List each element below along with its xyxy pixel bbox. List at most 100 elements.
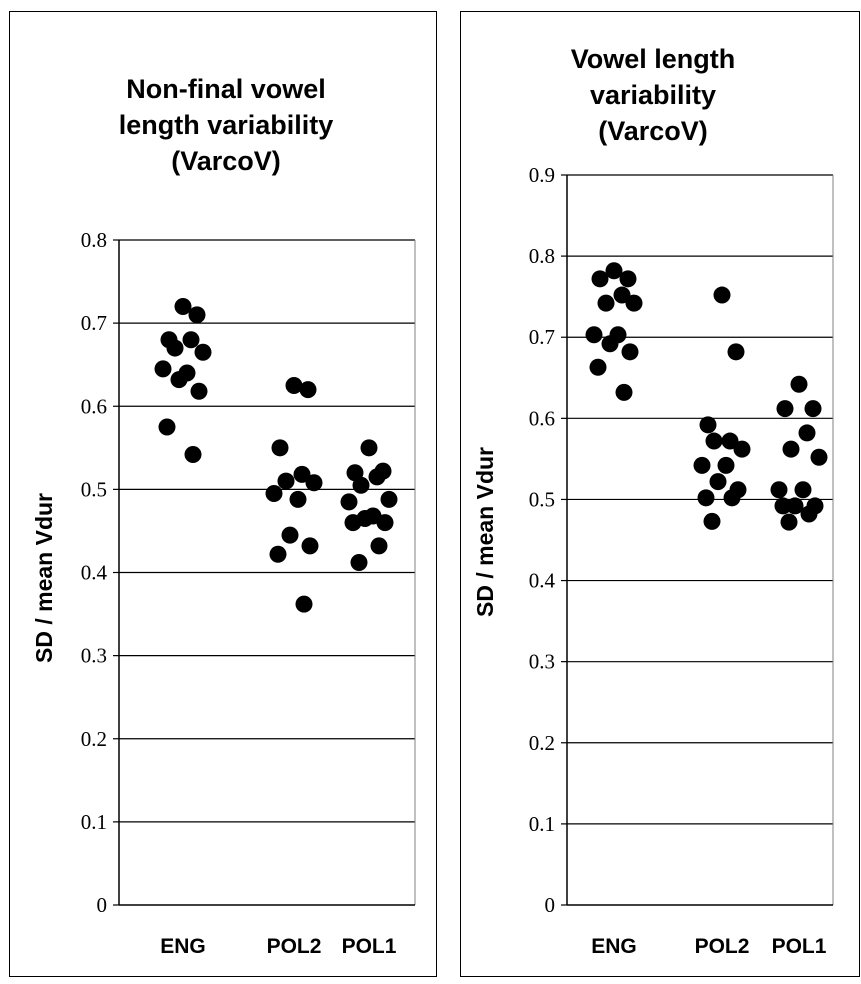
y-tick-label: 0.1 xyxy=(529,812,555,836)
category-label: ENG xyxy=(591,935,637,958)
chart-title-line: (VarcoV) xyxy=(171,146,281,176)
data-point xyxy=(805,400,822,417)
y-axis-label: SD / mean Vdur xyxy=(472,447,498,617)
data-point xyxy=(704,513,721,530)
data-point xyxy=(185,446,202,463)
data-point xyxy=(155,360,172,377)
data-point xyxy=(353,477,370,494)
gridlines xyxy=(119,240,415,822)
data-point xyxy=(296,596,313,613)
data-point xyxy=(602,335,619,352)
data-point xyxy=(795,481,812,498)
y-tick-label: 0.2 xyxy=(529,731,555,755)
data-point xyxy=(341,493,358,510)
data-point xyxy=(791,376,808,393)
data-point xyxy=(195,344,212,361)
data-point xyxy=(586,326,603,343)
data-point xyxy=(159,419,176,436)
data-point xyxy=(777,400,794,417)
data-point xyxy=(371,537,388,554)
y-tick-label: 0.2 xyxy=(81,727,107,751)
y-tick-label: 0.5 xyxy=(81,477,107,501)
chart-title-line: length variability xyxy=(119,110,334,140)
data-point xyxy=(799,424,816,441)
data-point xyxy=(592,270,609,287)
data-point xyxy=(626,295,643,312)
data-point xyxy=(290,491,307,508)
y-tick-label: 0.7 xyxy=(529,325,555,349)
data-point xyxy=(351,554,368,571)
data-point xyxy=(590,359,607,376)
y-tick-label: 0.6 xyxy=(529,406,555,430)
category-label: ENG xyxy=(160,935,206,958)
data-point xyxy=(266,485,283,502)
chart-panel-overall: Vowel length variability (VarcoV) SD / m… xyxy=(460,11,860,977)
data-point xyxy=(189,306,206,323)
chart-title-line: Vowel length xyxy=(571,44,736,74)
chart-title-line: Non-final vowel xyxy=(126,74,326,104)
y-tick-label: 0.9 xyxy=(529,163,555,187)
chart-overall-svg: Vowel length variability (VarcoV) SD / m… xyxy=(461,12,861,978)
y-tick-label: 0 xyxy=(97,893,108,917)
data-point xyxy=(369,468,386,485)
category-label: POL1 xyxy=(772,935,827,958)
data-point xyxy=(781,514,798,531)
data-point xyxy=(710,473,727,490)
data-point xyxy=(775,497,792,514)
category-label: POL2 xyxy=(267,935,322,958)
data-point xyxy=(598,295,615,312)
y-tick-labels: 0 0.1 0.2 0.3 0.4 0.5 0.6 0.7 0.8 0.9 xyxy=(529,163,556,917)
data-point xyxy=(622,343,639,360)
data-point xyxy=(381,491,398,508)
data-point xyxy=(191,383,208,400)
y-tick-label: 0.8 xyxy=(529,244,555,268)
data-point xyxy=(771,481,788,498)
data-point xyxy=(272,439,289,456)
data-point xyxy=(694,457,711,474)
y-tick-label: 0.4 xyxy=(529,569,556,593)
chart-nonfinal-svg: Non-final vowel length variability (Varc… xyxy=(10,12,438,978)
data-point xyxy=(724,489,741,506)
data-point xyxy=(718,457,735,474)
data-point xyxy=(728,343,745,360)
data-point xyxy=(734,441,751,458)
data-point xyxy=(620,270,637,287)
y-tick-labels: 0 0.1 0.2 0.3 0.4 0.5 0.6 0.7 0.8 xyxy=(81,228,108,917)
data-point xyxy=(700,416,717,433)
y-tick-label: 0.3 xyxy=(529,650,555,674)
data-point xyxy=(377,514,394,531)
data-point xyxy=(345,514,362,531)
data-points xyxy=(586,262,828,530)
y-tick-label: 0.4 xyxy=(81,561,108,585)
category-label: POL1 xyxy=(342,935,397,958)
category-label: POL2 xyxy=(695,935,750,958)
y-tick-label: 0.1 xyxy=(81,810,107,834)
data-point xyxy=(361,439,378,456)
data-point xyxy=(616,384,633,401)
data-point xyxy=(302,537,319,554)
data-point xyxy=(706,433,723,450)
y-tick-label: 0.3 xyxy=(81,644,107,668)
chart-panel-nonfinal: Non-final vowel length variability (Varc… xyxy=(9,11,437,977)
data-point xyxy=(282,527,299,544)
data-point xyxy=(278,473,295,490)
y-tick-label: 0 xyxy=(545,893,556,917)
chart-title-line: (VarcoV) xyxy=(598,116,708,146)
data-point xyxy=(171,371,188,388)
y-tick-label: 0.5 xyxy=(529,487,555,511)
data-point xyxy=(183,331,200,348)
data-point xyxy=(167,340,184,357)
y-tick-label: 0.8 xyxy=(81,228,107,252)
category-labels: ENG POL2 POL1 xyxy=(591,935,826,958)
data-point xyxy=(811,449,828,466)
y-axis-label: SD / mean Vdur xyxy=(31,493,57,663)
data-point xyxy=(801,506,818,523)
data-point xyxy=(300,381,317,398)
y-tick-label: 0.7 xyxy=(81,311,107,335)
category-labels: ENG POL2 POL1 xyxy=(160,935,396,958)
data-point xyxy=(714,287,731,304)
data-point xyxy=(783,441,800,458)
data-point xyxy=(270,546,287,563)
data-point xyxy=(698,489,715,506)
y-tick-label: 0.6 xyxy=(81,394,107,418)
